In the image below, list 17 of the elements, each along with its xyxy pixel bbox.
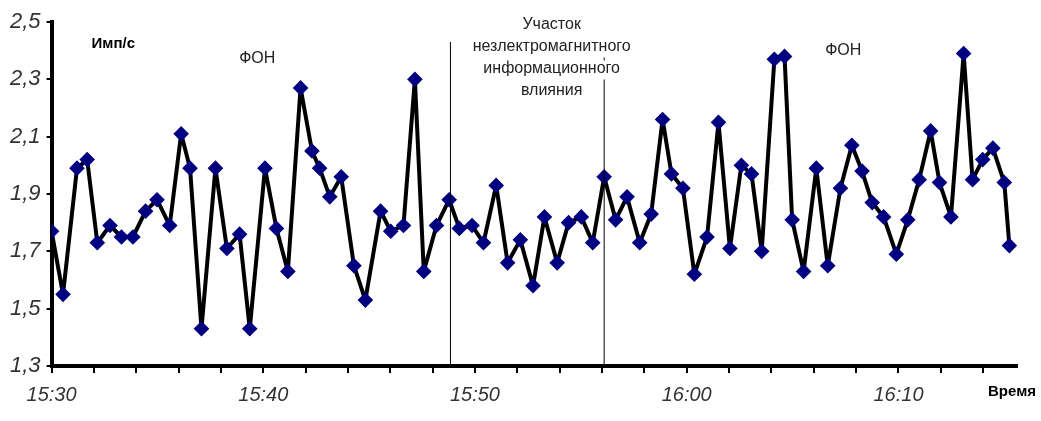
y-tick-label: 2,3 [8, 65, 42, 91]
x-tick-label: 16:00 [661, 382, 712, 405]
y-axis-title: Имп/с [91, 33, 136, 51]
annotation: ФОН [239, 49, 276, 67]
x-tick-label: 16:10 [873, 382, 924, 405]
y-tick-label: 1,3 [9, 352, 42, 378]
x-tick-label: 15:30 [26, 382, 77, 405]
x-tick-label: 15:40 [238, 382, 289, 405]
annotation: ФОН [825, 40, 862, 58]
y-tick-label: 2,5 [8, 8, 42, 34]
x-tick-label: 15:50 [449, 382, 500, 405]
y-tick-label: 2,1 [8, 122, 41, 148]
y-tick-label: 1,5 [9, 294, 42, 320]
annotation: Участок незлектромагнитного информационного влияния [472, 14, 631, 98]
y-tick-label: 1,9 [9, 180, 41, 206]
y-tick-label: 1,7 [9, 237, 42, 263]
x-axis-title: Время [988, 381, 1036, 399]
